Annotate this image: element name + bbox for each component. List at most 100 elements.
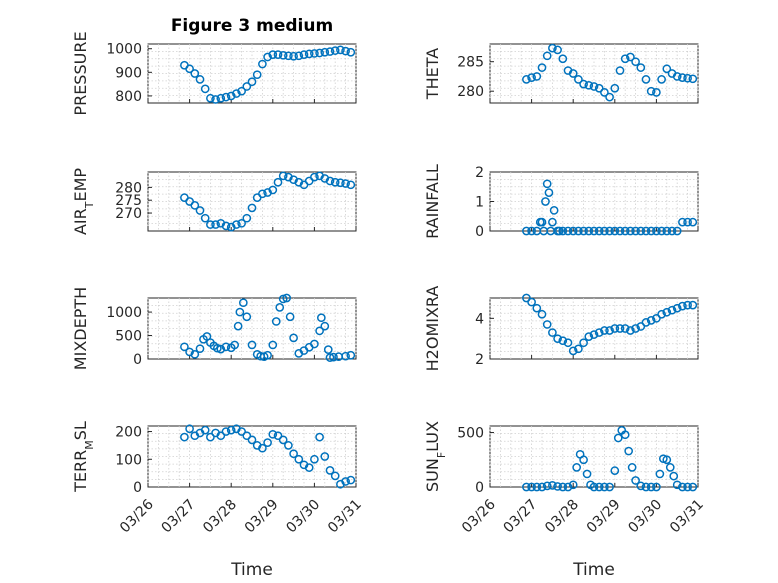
y-tick-label: 1000 [106,42,142,58]
data-point [242,213,252,223]
data-point [541,197,550,206]
data-point [548,217,557,227]
data-point [620,54,630,64]
data-point [652,482,661,492]
data-point [572,463,582,472]
data-point [190,200,200,210]
data-point [211,220,220,229]
data-point [589,226,599,236]
data-point [238,298,248,308]
data-point [310,339,319,349]
data-point [662,307,672,317]
panel-mixdepth: 0 500 1000 MIXDEPTH [71,287,357,370]
data-point [221,221,231,231]
data-point [554,226,564,236]
data-point [320,47,330,57]
data-point [636,322,646,331]
data-point [594,226,604,236]
plot-area [489,297,699,360]
data-point [180,432,189,442]
data-point [284,51,293,61]
data-point [610,83,620,93]
data-point [657,226,666,236]
data-point [258,443,267,453]
data-point [284,441,293,450]
data-point [542,179,552,189]
data-point [212,343,222,353]
data-point [548,43,557,53]
data-point [522,226,531,236]
data-point [325,47,335,56]
data-point [594,482,604,492]
data-point [532,72,542,81]
data-point [278,435,288,445]
data-point [563,338,573,348]
series-markers [180,424,356,489]
data-point [553,482,562,491]
data-point [626,226,635,236]
data-point [346,180,356,190]
data-point [294,51,304,61]
x-tick-label: 03/29 [242,497,282,537]
data-point [330,471,340,481]
data-point [211,95,220,104]
y-tick-label: 0 [133,352,142,368]
data-point [304,463,314,472]
data-point [299,50,309,59]
x-tick-label: 03/30 [625,497,665,537]
data-point [285,312,295,322]
data-point [232,89,241,98]
data-point [278,171,288,181]
data-point [600,326,609,335]
y-axis-label: THETA [423,48,442,100]
panel-terr-msl: 0 100 200 TERRMSL 03/26 03/27 03/28 03/29 03/30 0… [71,421,365,536]
y-axis-label: AIRTEMP [71,168,96,235]
data-point [268,340,278,350]
data-point [263,52,272,62]
x-axis-label-right: Time [572,560,615,580]
data-point [548,481,557,490]
data-point [278,294,288,304]
x-axis-label-left: Time [230,560,273,580]
panel-rainfall: 0 1 2 RAINFALL [423,164,699,240]
data-point [641,318,651,327]
data-point [341,179,350,188]
x-tick-label: 03/29 [584,497,624,537]
y-tick-label: 0 [133,480,142,496]
data-point [542,481,552,491]
data-point [216,431,226,441]
data-point [568,346,578,356]
data-point [613,433,623,443]
data-point [626,52,635,62]
data-point [563,482,573,492]
data-point [579,338,588,348]
data-point [325,353,335,362]
data-point [310,454,319,464]
data-point [667,305,677,315]
data-point [672,72,682,81]
y-tick-label: 1000 [106,305,142,321]
data-point [594,328,604,337]
data-point [584,332,594,341]
data-point [537,482,547,492]
data-point [289,333,298,343]
data-point [631,57,640,67]
data-point [200,84,210,94]
data-point [242,431,252,441]
y-axis-label: SUNFLUX [423,421,448,492]
y-tick-label: 900 [115,65,142,81]
x-tick-label: 03/27 [159,497,199,537]
data-point [615,226,625,236]
data-point [558,482,568,492]
data-point [600,226,609,236]
grid [489,44,699,103]
y-tick-label: 1 [475,195,484,211]
data-point [206,432,215,442]
series-markers [180,45,356,104]
data-point [631,324,640,333]
data-point [657,309,666,319]
data-point [273,431,283,441]
data-point [268,185,278,195]
y-tick-label: 285 [457,55,484,71]
data-point [294,454,304,464]
